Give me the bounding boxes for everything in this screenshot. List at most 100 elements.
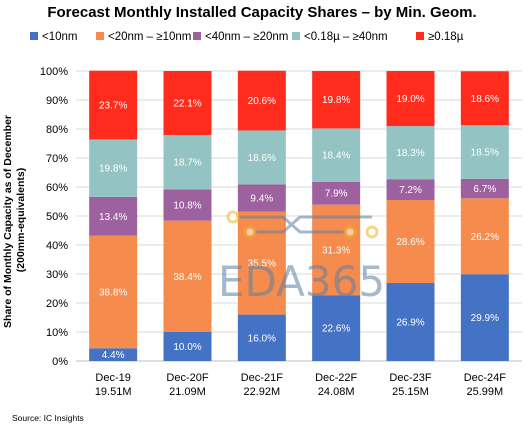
x-tick-sublabel: 22.92M <box>243 386 280 398</box>
data-label: 18.7% <box>173 158 201 169</box>
data-label: 10.0% <box>173 342 201 353</box>
legend-label: <0.18µ – ≥40nm <box>304 31 388 43</box>
data-label: 6.7% <box>473 184 496 195</box>
bar-segment <box>386 126 435 180</box>
legend-label: ≥0.18µ <box>428 31 464 43</box>
data-label: 38.4% <box>173 272 201 283</box>
source-note: Source: IC Insights <box>12 413 84 423</box>
bar-segment <box>237 130 286 185</box>
bar-segment <box>237 184 286 212</box>
x-tick-label: Dec-23F <box>389 372 431 384</box>
y-tick-label: 10% <box>46 327 68 339</box>
y-tick-label: 30% <box>46 269 68 281</box>
legend-swatch <box>193 32 201 40</box>
y-tick-label: 20% <box>46 298 68 310</box>
data-label: 19.0% <box>396 94 424 105</box>
data-label: 19.8% <box>322 95 350 106</box>
data-label: 18.5% <box>471 148 499 159</box>
x-tick-label: Dec-20F <box>166 372 208 384</box>
x-tick-label: Dec-24F <box>464 372 506 384</box>
bar-segment <box>386 282 435 361</box>
data-label: 29.9% <box>471 313 499 324</box>
y-tick-label: 90% <box>46 95 68 107</box>
bar-segment <box>89 196 138 236</box>
chart-title: Forecast Monthly Installed Capacity Shar… <box>47 4 476 21</box>
legend-label: <10nm <box>42 31 77 43</box>
legend-label: <20nm – ≥10nm <box>108 31 191 43</box>
bar-segment <box>163 71 212 136</box>
data-label: 38.8% <box>99 287 127 298</box>
x-tick-label: Dec-19 <box>95 372 130 384</box>
y-axis-label-line1: Share of Monthly Capacity as of December <box>2 115 14 328</box>
x-tick-sublabel: 19.51M <box>95 386 132 398</box>
x-tick-sublabel: 21.09M <box>169 386 206 398</box>
watermark-text: EDA365 <box>218 257 385 306</box>
x-tick-sublabel: 25.15M <box>392 386 429 398</box>
y-tick-label: 50% <box>46 211 68 223</box>
bar-segment <box>163 135 212 190</box>
data-label: 22.1% <box>173 99 201 110</box>
data-label: 26.9% <box>396 317 424 328</box>
data-label: 16.0% <box>248 333 276 344</box>
y-axis-ticks: 0% 10% 20% 30% 40% 50% 60% 70% 80% 90% 100% <box>40 66 68 368</box>
bar-segment <box>89 70 138 140</box>
data-label: 22.6% <box>322 324 350 335</box>
bar-segment <box>386 179 435 201</box>
data-label: 4.4% <box>102 350 125 361</box>
watermark-node-1 <box>226 210 240 224</box>
bar-segment <box>163 220 212 332</box>
data-label: 28.6% <box>396 237 424 248</box>
bar-segment <box>89 348 138 361</box>
data-label: 35.5% <box>248 259 276 270</box>
data-label: 18.6% <box>248 153 276 164</box>
legend-swatch <box>96 32 104 40</box>
bar-segment <box>89 139 138 197</box>
data-label: 23.7% <box>99 101 127 112</box>
watermark-node-2 <box>243 225 257 239</box>
legend-swatch <box>416 32 424 40</box>
bar-segment <box>237 70 286 131</box>
data-label: 19.8% <box>99 164 127 175</box>
y-tick-label: 0% <box>52 356 68 368</box>
data-label: 18.4% <box>322 151 350 162</box>
y-tick-label: 80% <box>46 124 68 136</box>
bar-segment <box>312 181 361 205</box>
bar-segment <box>460 198 509 275</box>
bar-segment <box>312 71 361 129</box>
bar-segment <box>163 332 212 361</box>
legend-swatch <box>30 32 38 40</box>
y-axis-label: Share of Monthly Capacity as of December… <box>2 112 27 328</box>
y-tick-label: 60% <box>46 182 68 194</box>
y-tick-label: 40% <box>46 240 68 252</box>
bar-segment <box>386 71 435 127</box>
data-label: 20.6% <box>248 96 276 107</box>
data-label: 7.2% <box>399 185 422 196</box>
bar-segment <box>460 71 509 126</box>
bar-segment <box>460 178 509 199</box>
legend-label: <40nm – ≥20nm <box>205 31 288 43</box>
data-label: 13.4% <box>99 212 127 223</box>
data-label: 18.3% <box>396 148 424 159</box>
bar-segment <box>312 295 361 361</box>
data-label: 18.6% <box>471 94 499 105</box>
chart-legend: <10nm <20nm – ≥10nm <40nm – ≥20nm <0.18µ – … <box>30 31 464 43</box>
bar-segment <box>237 314 286 361</box>
bar-segment <box>460 274 509 361</box>
watermark-node-3 <box>343 225 357 239</box>
x-tick-sublabel: 24.08M <box>318 386 355 398</box>
x-axis-ticks: Dec-19 19.51M Dec-20F 21.09M Dec-21F 22.92M De… <box>95 372 506 398</box>
legend-swatch <box>292 32 300 40</box>
data-label: 31.3% <box>322 246 350 257</box>
bar-segment <box>89 235 138 349</box>
data-label: 26.2% <box>471 232 499 243</box>
watermark: EDA365 <box>218 210 385 306</box>
bar-segment <box>386 200 435 283</box>
watermark-circuit-trace <box>233 215 372 234</box>
data-label: 7.9% <box>325 189 348 200</box>
x-tick-label: Dec-21F <box>241 372 283 384</box>
x-tick-sublabel: 25.99M <box>466 386 503 398</box>
y-tick-label: 70% <box>46 153 68 165</box>
watermark-node-4 <box>365 225 379 239</box>
bars: 4.4% 38.8% 13.4% 19.8% 23.7% 10.0% 38.4% 10.8% 1… <box>89 70 509 361</box>
